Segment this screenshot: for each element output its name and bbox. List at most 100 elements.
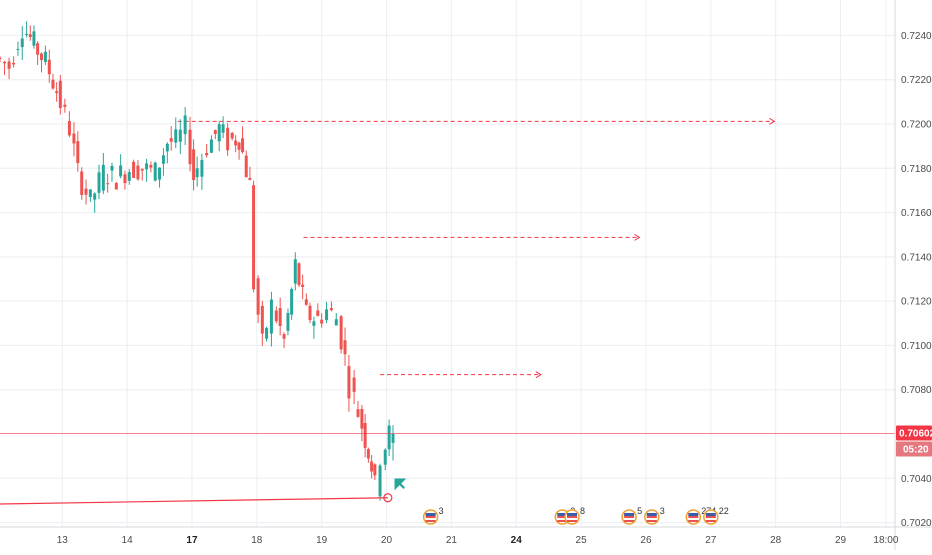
candle-body (237, 142, 241, 150)
candle-body (241, 138, 245, 153)
event-flag-band (624, 518, 635, 520)
candle-body (297, 263, 301, 286)
event-flag-band (705, 513, 716, 516)
event-flag-band (557, 516, 568, 518)
event-flag-band (557, 513, 568, 516)
event-count-label: 8 (580, 506, 585, 516)
event-flag-band (705, 520, 716, 522)
economic-events[interactable]: 3285327422 (422, 506, 729, 525)
candle-body (265, 327, 269, 339)
candle-body (76, 141, 80, 164)
candle-body (110, 165, 114, 171)
candle-body (304, 299, 308, 305)
arrow-up-marker[interactable] (394, 478, 407, 491)
economic-event-flag-icon[interactable]: 5 (621, 506, 642, 525)
candle-body (80, 171, 84, 195)
candle-body (47, 59, 51, 75)
candle-body (217, 124, 221, 142)
candle-body (88, 189, 92, 198)
candle-body (16, 48, 20, 50)
candle-body (101, 164, 105, 191)
event-count-label: 5 (637, 506, 642, 516)
candle-body (72, 133, 76, 144)
candle-body (334, 319, 338, 326)
candle-body (252, 185, 256, 290)
current-price-badge (896, 425, 932, 441)
event-flag-band (567, 513, 578, 516)
candle-body (195, 168, 199, 178)
candle-body (3, 61, 7, 64)
time-tick-label: 26 (640, 535, 652, 546)
candle-body (325, 309, 329, 321)
candle-body (188, 129, 192, 165)
grid-lines (0, 0, 895, 527)
event-flag-band (705, 516, 716, 518)
candle-body (278, 308, 282, 327)
event-flag-band (646, 520, 657, 522)
candle-body (387, 425, 391, 450)
event-flag-band (567, 520, 578, 522)
candle-body (360, 408, 364, 429)
candle-body (308, 305, 312, 321)
candle-body (347, 366, 351, 399)
candle-body (169, 138, 173, 142)
event-flag-band (624, 516, 635, 518)
trend-line[interactable] (0, 497, 388, 505)
time-tick-label: 25 (576, 535, 588, 546)
candle-body (58, 80, 62, 108)
time-tick-label: 17 (186, 535, 198, 546)
candle-body (320, 319, 324, 324)
economic-event-flag-icon[interactable]: 3 (422, 506, 444, 525)
time-axis[interactable]: 13 14 17 18 19 20 21 24 25 26 27 28 29 18:00 (0, 526, 932, 546)
candle-body (145, 163, 149, 170)
candle-body (136, 165, 140, 180)
time-tick-label: 18:00 (873, 535, 898, 546)
trend-line-handle[interactable] (383, 493, 393, 503)
countdown-timer-label: 05:20 (903, 445, 929, 456)
horizontal-levels[interactable] (177, 117, 776, 379)
candle-body (221, 124, 225, 133)
ray-arrowhead (634, 233, 641, 241)
candle-body (356, 409, 360, 417)
candle-body (209, 139, 213, 153)
candle-body (36, 43, 40, 55)
candle-body (12, 62, 16, 65)
candle-body (363, 423, 367, 448)
candle-body (312, 321, 316, 326)
ray-arrowhead (535, 371, 542, 379)
economic-event-flag-icon[interactable]: 22 (703, 506, 729, 525)
candle-body (256, 278, 260, 315)
drawings-overlay[interactable] (0, 433, 895, 505)
economic-event-flag-icon[interactable]: 8 (564, 506, 585, 525)
candle-body (329, 308, 333, 311)
economic-event-flag-icon[interactable]: 3 (644, 506, 665, 525)
candle-body (43, 51, 47, 62)
countdown-badge (896, 441, 932, 457)
candle-body (383, 449, 387, 465)
candle-body (149, 164, 153, 168)
candle-body (366, 449, 370, 459)
candle-body (158, 167, 162, 180)
candle-body (132, 161, 136, 178)
candle-body (286, 313, 290, 331)
candle-body (226, 127, 230, 151)
candle-body (352, 377, 356, 392)
event-flag-band (425, 516, 436, 518)
time-tick-label: 20 (381, 535, 393, 546)
candle-body (51, 79, 55, 89)
candle-body (174, 129, 178, 143)
time-tick-label: 18 (251, 535, 263, 546)
event-flag-band (425, 513, 436, 516)
